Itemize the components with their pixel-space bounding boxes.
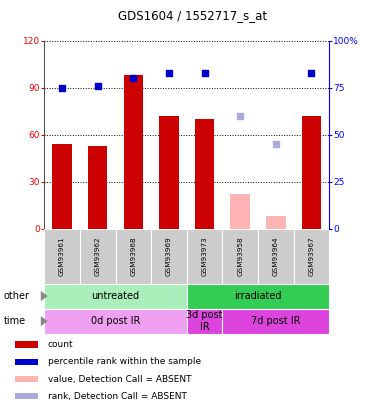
Bar <box>195 119 214 229</box>
Point <box>130 75 136 81</box>
Text: other: other <box>4 291 30 301</box>
Bar <box>223 309 329 334</box>
Text: 0d post IR: 0d post IR <box>91 316 140 326</box>
Bar <box>124 75 143 229</box>
Point <box>273 141 279 147</box>
Text: GDS1604 / 1552717_s_at: GDS1604 / 1552717_s_at <box>118 9 267 22</box>
Point <box>59 84 65 91</box>
Bar <box>159 116 179 229</box>
Text: untreated: untreated <box>92 291 139 301</box>
Bar <box>151 229 187 284</box>
Text: GSM93969: GSM93969 <box>166 237 172 276</box>
Text: count: count <box>48 340 73 349</box>
Text: 7d post IR: 7d post IR <box>251 316 301 326</box>
Bar <box>15 341 38 347</box>
Bar <box>258 229 293 284</box>
Bar <box>44 309 187 334</box>
Text: GSM93961: GSM93961 <box>59 237 65 276</box>
Point <box>95 83 101 89</box>
Text: GSM93968: GSM93968 <box>130 237 136 276</box>
Bar <box>44 284 187 309</box>
Point <box>166 69 172 76</box>
Bar <box>301 116 321 229</box>
Text: GSM93958: GSM93958 <box>237 237 243 276</box>
Bar <box>80 229 116 284</box>
Bar <box>116 229 151 284</box>
Bar <box>52 144 72 229</box>
Point <box>237 113 243 119</box>
Bar <box>15 393 38 399</box>
Bar <box>187 309 223 334</box>
Text: GSM93962: GSM93962 <box>95 237 101 276</box>
Bar <box>187 284 329 309</box>
Text: GSM93964: GSM93964 <box>273 237 279 276</box>
Text: 3d post
IR: 3d post IR <box>186 310 223 332</box>
Text: GSM93967: GSM93967 <box>308 237 315 276</box>
Text: rank, Detection Call = ABSENT: rank, Detection Call = ABSENT <box>48 392 187 401</box>
Text: time: time <box>4 316 26 326</box>
Bar <box>15 376 38 382</box>
Point <box>308 69 315 76</box>
Bar <box>266 216 286 229</box>
Bar <box>230 194 250 229</box>
Text: GSM93973: GSM93973 <box>201 237 208 276</box>
Point <box>201 69 208 76</box>
Bar <box>293 229 329 284</box>
Bar <box>15 358 38 365</box>
Text: percentile rank within the sample: percentile rank within the sample <box>48 357 201 366</box>
Bar <box>44 229 80 284</box>
Bar <box>187 229 223 284</box>
Text: irradiated: irradiated <box>234 291 282 301</box>
Text: value, Detection Call = ABSENT: value, Detection Call = ABSENT <box>48 375 191 384</box>
Bar <box>223 229 258 284</box>
Bar <box>88 146 107 229</box>
